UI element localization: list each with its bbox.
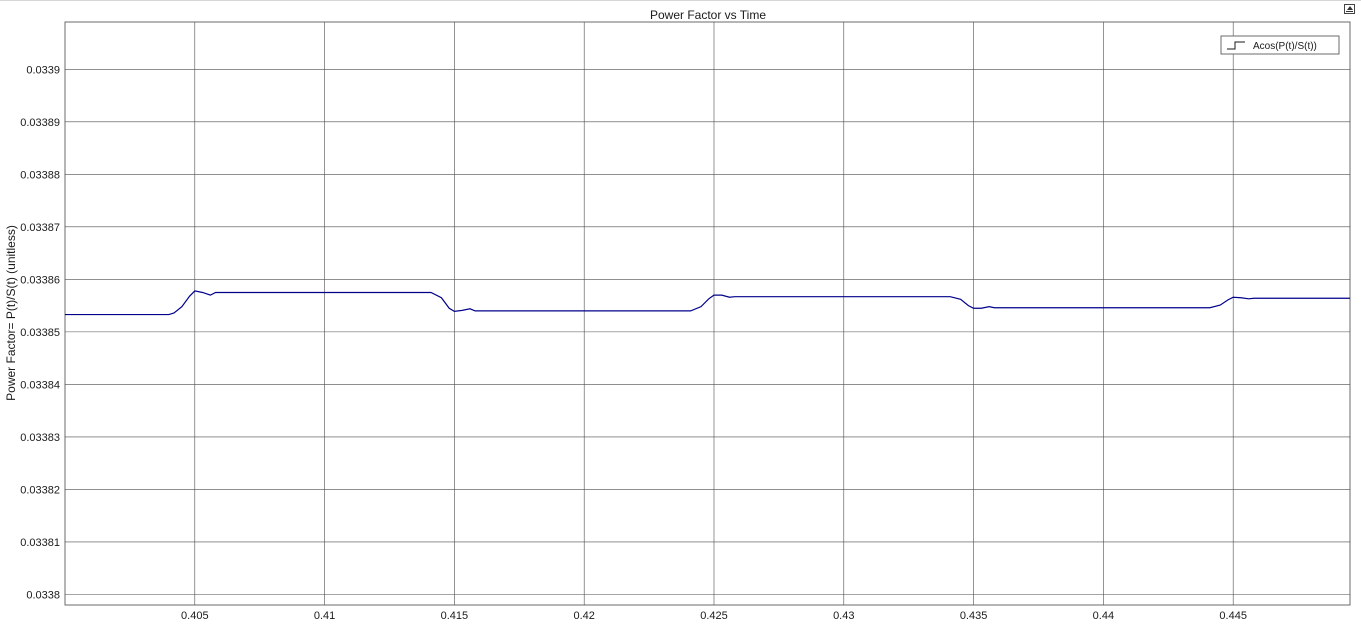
y-tick-label: 0.03385 (20, 327, 60, 339)
x-axis-ticks: 0.405 0.41 0.415 0.42 0.425 0.43 0.435 0.44 0.44… (181, 610, 1247, 622)
x-tick-label: 0.42 (573, 610, 594, 622)
y-tick-label: 0.03383 (20, 432, 60, 444)
y-tick-label: 0.0338 (26, 589, 60, 601)
y-axis-ticks: 0.0338 0.03381 0.03382 0.03383 0.03384 0.0338… (20, 64, 60, 601)
x-tick-label: 0.415 (441, 610, 469, 622)
y-tick-label: 0.03388 (20, 169, 60, 181)
y-tick-label: 0.03389 (20, 117, 60, 129)
x-tick-label: 0.41 (314, 610, 335, 622)
grid (65, 22, 1350, 605)
x-tick-label: 0.425 (700, 610, 728, 622)
x-tick-label: 0.435 (960, 610, 988, 622)
x-tick-label: 0.445 (1219, 610, 1247, 622)
y-tick-label: 0.03382 (20, 484, 60, 496)
legend-step-icon (1227, 41, 1245, 50)
x-tick-label: 0.405 (181, 610, 209, 622)
undock-icon[interactable] (1344, 4, 1355, 14)
x-tick-label: 0.44 (1093, 610, 1114, 622)
chart-title: Power Factor vs Time (650, 8, 766, 22)
plot-area[interactable] (64, 21, 1351, 606)
series-line-acos (65, 290, 1350, 316)
legend-box (1220, 35, 1340, 55)
y-tick-label: 0.03386 (20, 274, 60, 286)
y-tick-label: 0.03381 (20, 537, 60, 549)
y-tick-label: 0.03387 (20, 222, 60, 234)
legend-entry-acos: Acos(P(t)/S(t)) (1253, 41, 1317, 52)
y-tick-label: 0.0339 (26, 64, 60, 76)
y-tick-label: 0.03384 (20, 379, 60, 391)
y-axis-label: Power Factor= P(t)/S(t) (unitless) (4, 225, 18, 401)
legend[interactable]: Acos(P(t)/S(t)) (1220, 35, 1340, 55)
x-tick-label: 0.43 (833, 610, 854, 622)
